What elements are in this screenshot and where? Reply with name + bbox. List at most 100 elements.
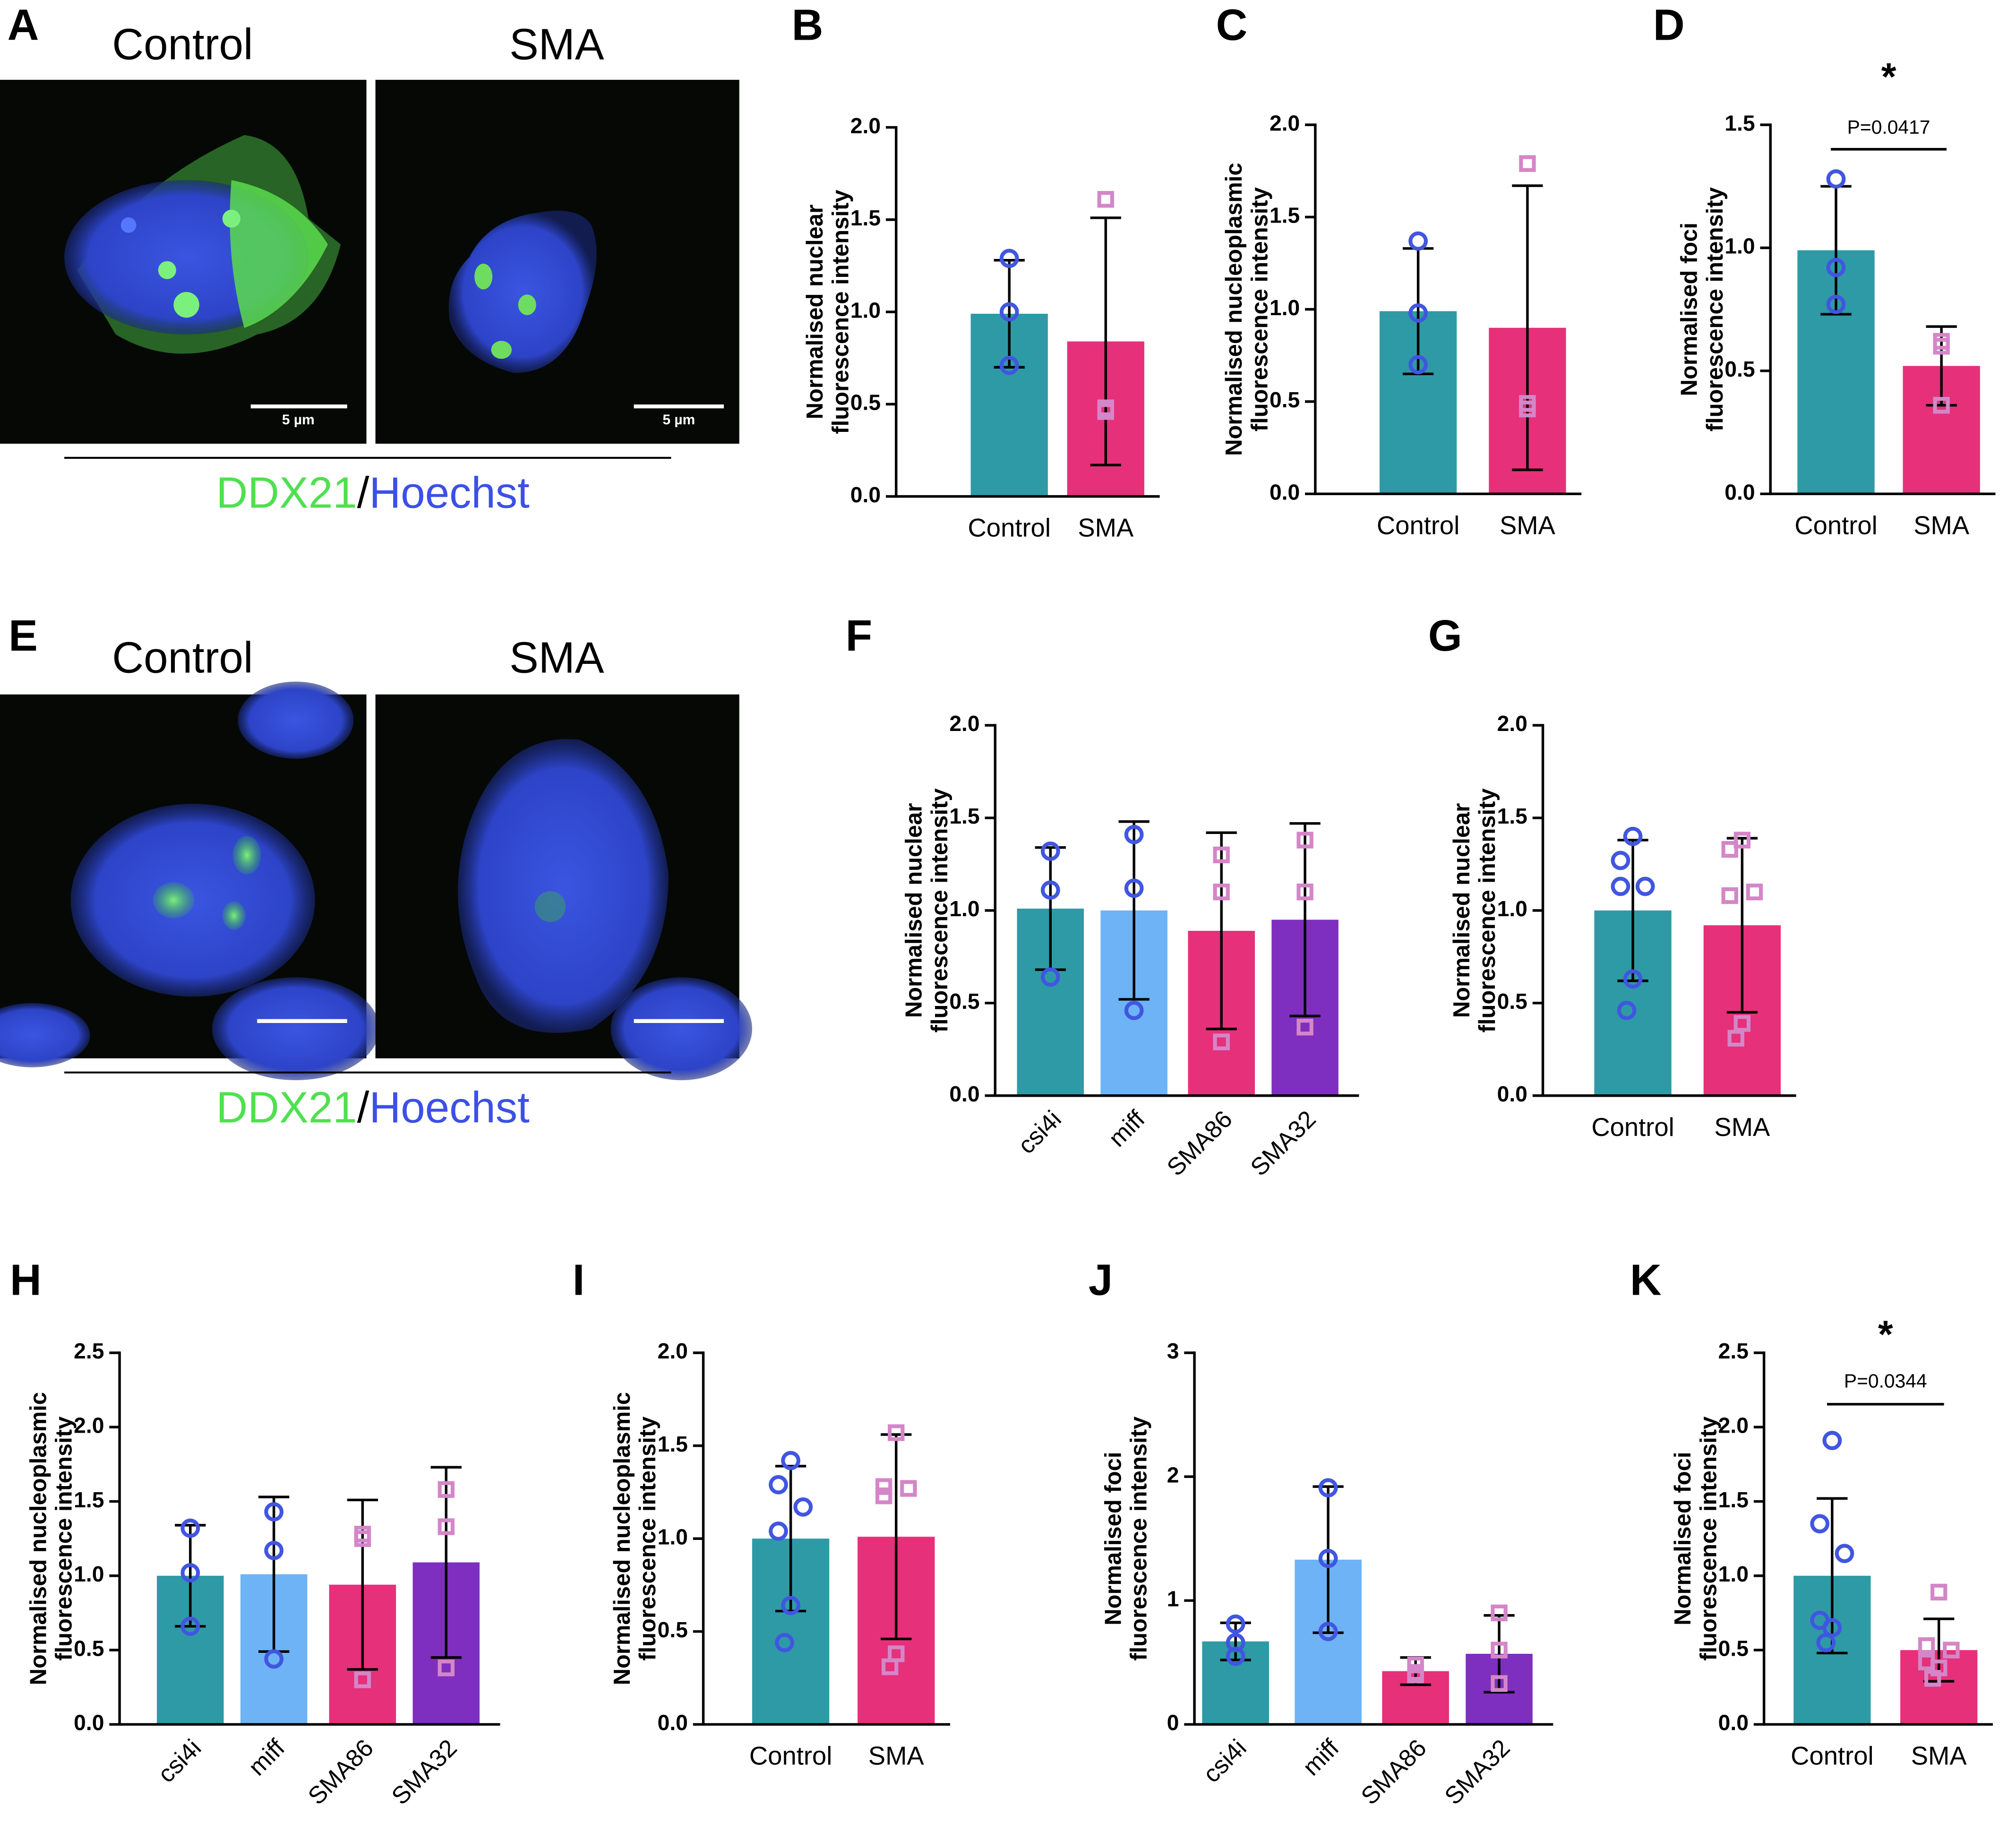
error-bar [1726,837,1758,1014]
x-tick-label: SMA [1078,514,1134,542]
p-value: P=0.0344 [1844,1370,1927,1392]
y-tick-label: 0.5 [1270,387,1300,412]
data-point [1318,1478,1338,1498]
y-tick-label: 1.5 [1497,804,1527,828]
focus [474,264,493,290]
data-point [1097,191,1115,208]
y-tick-label: 2.5 [1718,1339,1749,1363]
significance: * [1878,1313,1893,1356]
micrograph-e: E Control SMA DDX21/Hoechst [0,611,752,1132]
data-point [1124,878,1144,898]
error-bar [1206,831,1237,1031]
data-point [900,1480,917,1497]
y-tick-label: 2.0 [1270,111,1300,135]
y-axis-label: Normalised nucleoplasmic [1221,163,1247,456]
stain-sep: / [357,468,369,517]
y-tick-label: 0.5 [658,1617,688,1642]
data-point [1124,1001,1144,1020]
x-tick-label: SMA32 [386,1734,462,1810]
panel-letter: J [1089,1255,1113,1304]
y-axis-label: fluorescence intensity [1702,187,1728,431]
x-tick-label: SMA [1913,511,1970,540]
y-tick-label: 1.0 [1718,1562,1749,1586]
data-point [1519,395,1536,412]
focus [491,341,512,359]
data-point [1635,877,1655,896]
focus [173,292,199,318]
y-axis-label: Normalised foci [1100,1452,1126,1625]
data-point [1943,1642,1960,1659]
y-axis-label: Normalised nuclear [1449,803,1475,1018]
y-tick-label: 0.5 [74,1636,104,1660]
data-point [1491,1675,1508,1692]
data-point [1040,842,1060,861]
data-point [1226,1646,1245,1666]
data-point [775,1633,794,1652]
x-tick-label: miff [1297,1734,1345,1781]
panel-letter: K [1630,1255,1662,1304]
data-point [1721,841,1738,858]
y-tick-label: 1 [1167,1587,1179,1611]
focus [153,882,194,919]
y-tick-label: 1.0 [1724,234,1755,258]
data-point [1491,1642,1508,1659]
focus [158,261,176,279]
chart: G Normalised nuclear fluorescence intensit… [1428,611,1796,1142]
x-tick-label: Control [968,514,1051,542]
data-point [1623,826,1643,846]
data-point [1822,1431,1842,1451]
error-bar [1484,1614,1515,1694]
condition-label: SMA [509,19,604,69]
y-axis-label: Normalised foci [1670,1452,1696,1625]
y-axis-label: fluorescence intensity [1126,1417,1152,1661]
y-tick-label: 1.5 [1270,203,1300,228]
y-tick-label: 1.5 [1724,111,1755,135]
y-tick-label: 0.0 [1270,480,1300,504]
data-point [438,1518,455,1535]
y-axis-label: Normalised nucleoplasmic [609,1392,635,1685]
data-point [1826,169,1846,189]
data-point [1226,1614,1245,1634]
y-tick-label: 2.0 [74,1413,104,1437]
error-bar [1617,839,1648,982]
y-tick-label: 2.5 [74,1339,104,1363]
data-point [1519,155,1536,172]
data-point [1408,231,1428,251]
data-point [1930,1583,1947,1601]
data-point [888,1424,905,1441]
data-point [1408,303,1428,323]
stain-label: DDX21/Hoechst [216,468,530,517]
x-tick-label: SMA32 [1245,1105,1321,1181]
y-tick-label: 0.5 [850,390,881,415]
data-point [264,1502,284,1522]
nucleus [212,977,379,1081]
data-point [1826,258,1846,277]
y-tick-label: 2.0 [658,1339,688,1363]
focus [535,891,566,922]
focus [222,901,246,930]
p-value: P=0.0417 [1847,116,1930,138]
stain-green: DDX21 [216,468,357,517]
stain-label: DDX21/Hoechst [216,1083,530,1132]
y-axis-label: Normalised nuclear [901,803,927,1018]
y-tick-label: 1.0 [949,896,979,921]
data-point [1040,967,1060,987]
y-tick-label: 1.0 [74,1562,104,1586]
green-region [230,180,328,328]
error-bar [1817,1497,1848,1655]
y-tick-label: 3 [1167,1339,1179,1363]
x-tick-label: Control [1377,511,1459,540]
error-bar [881,1433,912,1641]
x-tick-label: SMA [1500,511,1556,540]
x-tick-label: SMA [868,1742,925,1770]
data-point [875,1487,892,1504]
data-point [1213,846,1230,863]
chart: F Normalised nuclear fluorescence intensit… [846,611,1359,1181]
y-tick-label: 0.0 [1718,1710,1749,1735]
x-tick-label: Control [1791,1742,1873,1770]
y-tick-label: 2.0 [850,113,881,138]
